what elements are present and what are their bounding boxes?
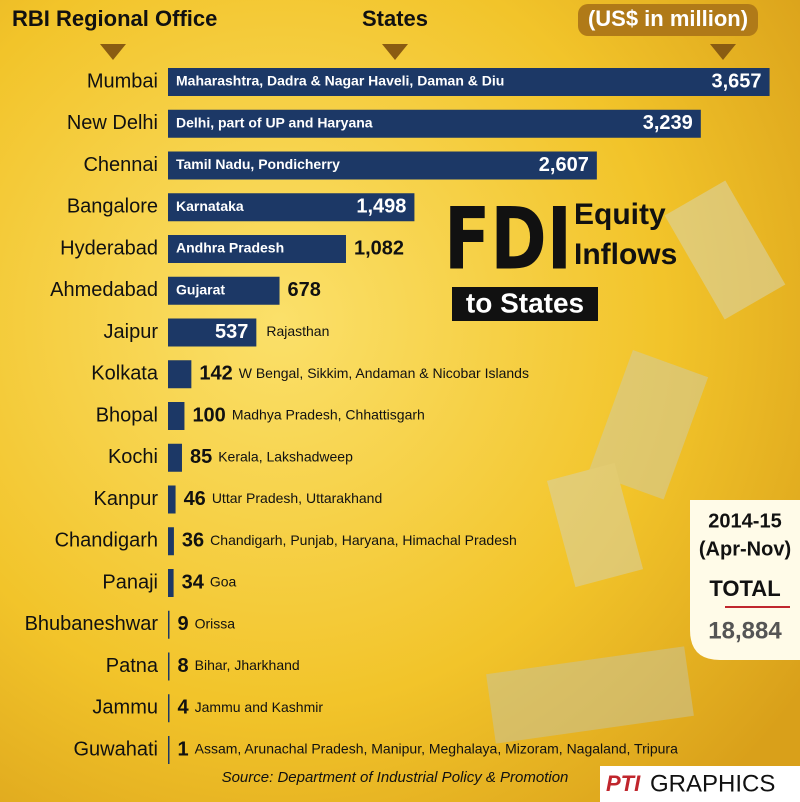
state-label: Assam, Arunachal Pradesh, Manipur, Megha… [195,741,678,757]
state-label: Madhya Pradesh, Chhattisgarh [232,407,425,423]
value-label: 36 [182,530,204,552]
state-label: Delhi, part of UP and Haryana [176,114,373,130]
state-label: Maharashtra, Dadra & Nagar Haveli, Daman… [176,73,504,89]
office-label: New Delhi [67,112,158,134]
office-label: Kochi [108,446,158,468]
arrow [710,44,736,60]
credit-box [600,766,800,802]
office-label: Guwahati [74,738,159,760]
bar [168,360,192,389]
bar [168,276,280,305]
decoration [486,180,786,744]
bar [168,109,701,138]
value-label: 100 [192,404,225,426]
value-label: 537 [215,321,248,343]
office-label: Bhopal [96,404,158,426]
value-label: 3,657 [712,70,762,92]
office-label: Kolkata [91,363,159,385]
office-label: Kanpur [94,488,159,510]
state-label: Rajasthan [266,323,329,339]
office-label: Panaji [102,571,158,593]
credit-logo: PTI [606,771,641,796]
value-label: 2,607 [539,154,589,176]
state-label: Kerala, Lakshadweep [218,448,353,464]
state-label: Jammu and Kashmir [195,699,324,715]
office-label: Bhubaneshwar [25,613,159,635]
title: FDI [444,189,572,289]
header-unit: (US$ in million) [588,6,748,31]
source: Source: Department of Industrial Policy … [222,769,569,786]
credit-text: GRAPHICS [650,770,775,797]
period-months: (Apr-Nov) [699,538,791,560]
arrow [100,44,126,60]
state-label: Andhra Pradesh [176,240,284,256]
bar [168,235,346,263]
subtitle-box [452,287,598,321]
value-label: 1,498 [356,196,406,218]
value-label: 9 [178,613,189,635]
total-label: TOTAL [709,576,780,601]
value-label: 1 [178,738,189,760]
value-label: 142 [199,363,232,385]
state-label: Karnataka [176,198,244,214]
bar [168,402,185,430]
header-states: States [362,6,428,31]
state-label: Chandigarh, Punjab, Haryana, Himachal Pr… [210,532,517,548]
office-label: Hyderabad [60,237,158,259]
office-label: Jammu [92,697,158,719]
office-label: Chandigarh [55,530,158,552]
header-office: RBI Regional Office [12,6,217,31]
bar [168,694,170,723]
title-side: Inflows [574,238,677,271]
office-label: Chennai [83,154,158,176]
office-label: Bangalore [67,196,158,218]
value-label: 34 [182,571,205,593]
bar [168,610,170,639]
state-label: Uttar Pradesh, Uttarakhand [212,490,382,506]
bar [168,443,182,472]
bar [168,485,176,514]
office-label: Ahmedabad [50,279,158,301]
state-label: Orissa [195,615,236,631]
state-label: Goa [210,574,237,590]
value-label: 4 [178,697,190,719]
period: 2014-15 [708,510,781,532]
value-label: 46 [184,488,206,510]
bar [168,193,415,222]
state-label: Gujarat [176,281,225,297]
state-label: W Bengal, Sikkim, Andaman & Nicobar Isla… [239,365,529,381]
total-value: 18,884 [708,617,782,644]
state-label: Bihar, Jharkhand [195,657,300,673]
office-label: Jaipur [104,321,159,343]
bar [168,151,597,180]
bar [168,736,170,764]
value-label: 8 [178,655,189,677]
bar [168,68,770,96]
value-label: 85 [190,446,212,468]
office-label: Mumbai [87,70,158,92]
office-label: Patna [106,655,159,677]
bar [168,527,174,556]
subtitle: to States [466,287,584,318]
total-box [690,500,800,660]
bar [168,652,170,681]
value-label: 678 [288,279,321,301]
bar [168,569,174,597]
state-label: Tamil Nadu, Pondicherry [176,156,340,172]
arrow [382,44,408,60]
bar [168,318,257,347]
value-label: 3,239 [643,112,693,134]
unit-box [578,4,758,36]
value-label: 1,082 [354,237,404,259]
title-side: Equity [574,198,666,231]
